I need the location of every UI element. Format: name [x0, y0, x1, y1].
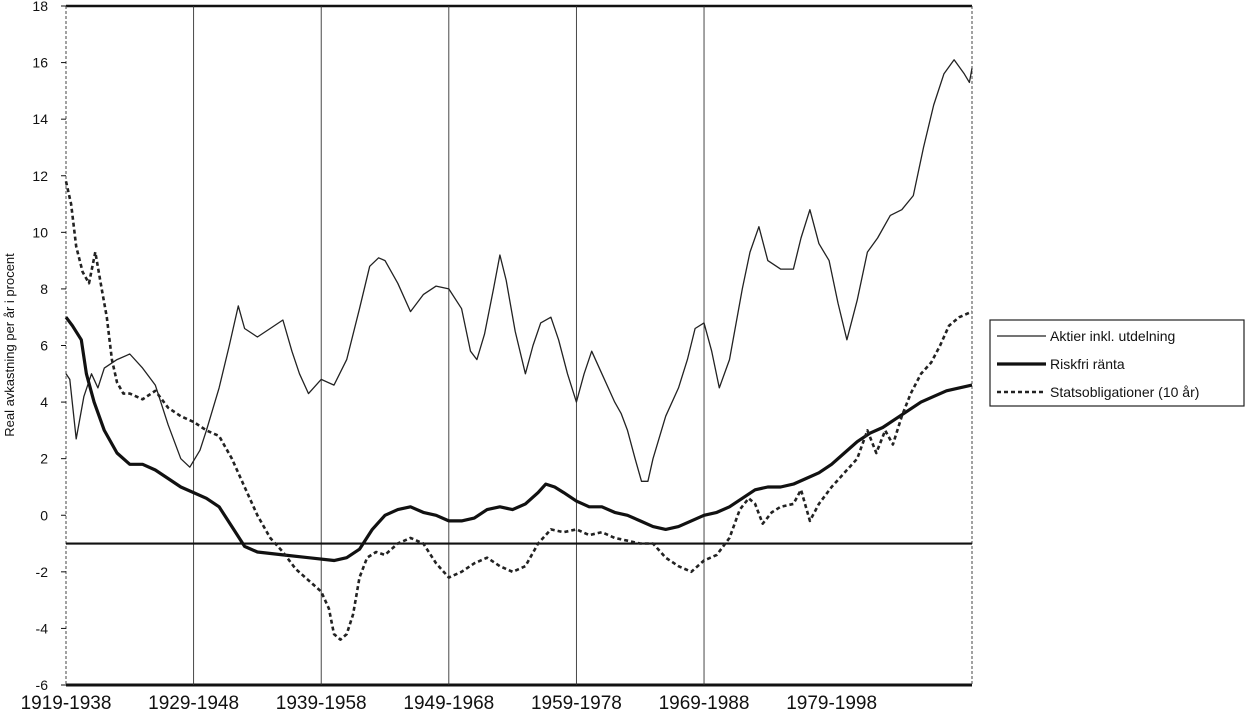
x-tick-label: 1959-1978 [531, 693, 622, 714]
y-tick-label: -4 [36, 620, 49, 636]
legend: Aktier inkl. utdelning Riskfri ränta Stats… [989, 319, 1245, 407]
x-axis: 1919-1938 1929-1948 1939-1958 1949-1968 1959… [21, 693, 878, 714]
y-tick-label: 12 [32, 168, 48, 184]
y-tick-label: 2 [40, 451, 48, 467]
y-axis-label: Real avkastning per år i procent [2, 253, 17, 437]
vertical-grid-lines [193, 6, 705, 685]
y-axis: -6 -4 -2 0 2 4 6 8 10 12 14 16 18 [32, 0, 66, 693]
y-tick-label: -2 [36, 564, 49, 580]
y-tick-label: 18 [32, 0, 48, 14]
x-tick-label: 1929-1948 [148, 693, 239, 714]
y-tick-label: 0 [40, 507, 48, 523]
legend-label: Riskfri ränta [1050, 356, 1125, 372]
y-tick-label: 10 [32, 224, 48, 240]
y-tick-label: 4 [40, 394, 48, 410]
y-tick-label: 14 [32, 111, 48, 127]
x-tick-label: 1979-1998 [786, 693, 877, 714]
series-lines [64, 59, 973, 641]
x-tick-label: 1969-1988 [659, 693, 750, 714]
y-tick-label: 16 [32, 55, 48, 71]
x-tick-label: 1949-1968 [403, 693, 494, 714]
y-tick-label: 6 [40, 338, 48, 354]
legend-label: Aktier inkl. utdelning [1050, 328, 1175, 344]
risk-free-rate-series-line [64, 316, 973, 563]
x-tick-label: 1919-1938 [21, 693, 112, 714]
y-tick-label: 8 [40, 281, 48, 297]
bonds-series-line [64, 181, 973, 641]
y-tick-label: -6 [36, 677, 49, 693]
x-tick-label: 1939-1958 [276, 693, 367, 714]
stocks-series-line [65, 59, 973, 482]
legend-label: Statsobligationer (10 år) [1050, 384, 1199, 400]
